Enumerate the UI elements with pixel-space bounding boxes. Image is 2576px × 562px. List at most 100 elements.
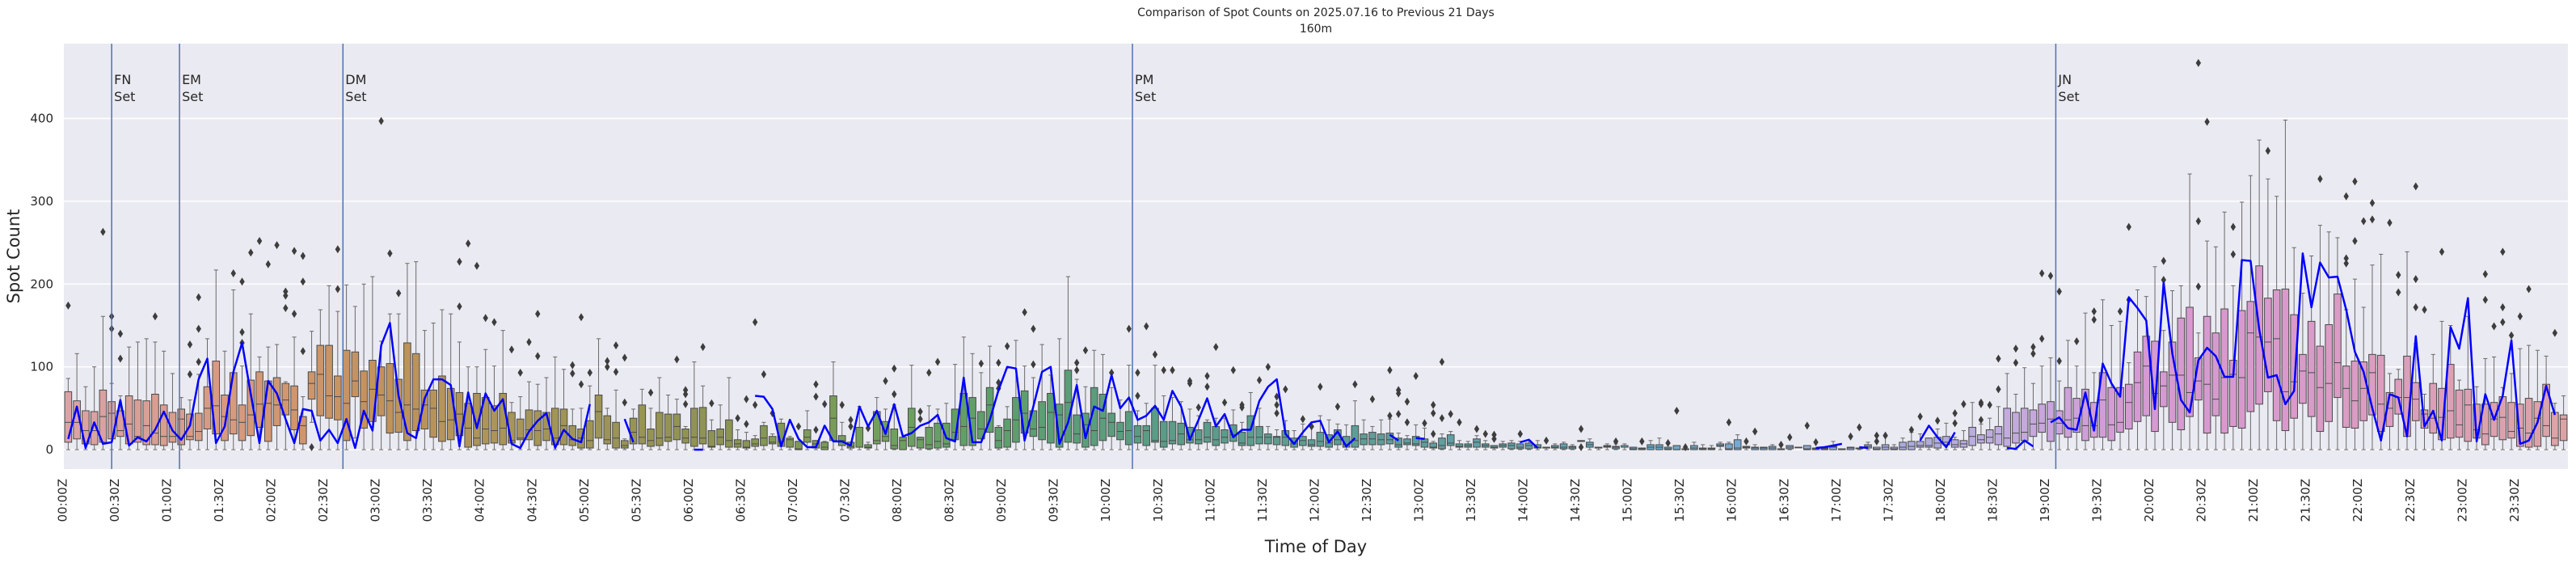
box-body (1064, 370, 1073, 443)
box-body (2368, 353, 2376, 416)
y-tick-label: 100 (30, 360, 53, 374)
outlier-marker (283, 303, 289, 312)
outlier-marker (2056, 357, 2062, 366)
outlier-marker (2126, 222, 2131, 231)
box-body (2334, 294, 2342, 399)
event-label: EM (182, 72, 201, 87)
outlier-marker (2265, 146, 2271, 155)
box-body (768, 436, 777, 445)
box-body (1568, 446, 1577, 450)
box (360, 283, 368, 450)
outlier-marker (1300, 415, 1306, 424)
box (656, 377, 664, 450)
x-tick-label: 08:30Z (942, 479, 957, 522)
box (768, 433, 777, 450)
outlier-marker (2091, 315, 2097, 324)
outlier-marker (2396, 288, 2401, 297)
box (1568, 444, 1577, 450)
outlier-marker (674, 355, 680, 364)
box (1542, 446, 1550, 450)
box-body (1411, 436, 1420, 446)
box (1420, 427, 1429, 450)
outlier-marker (300, 277, 306, 286)
box (1490, 445, 1499, 450)
box-body (977, 411, 985, 440)
box-body (1203, 421, 1212, 443)
outlier-marker (1961, 399, 1967, 408)
y-tick-label: 200 (30, 277, 53, 291)
box-body (656, 412, 664, 446)
outlier-marker (2091, 307, 2097, 316)
outlier-marker (1491, 434, 1497, 443)
box (994, 425, 1003, 450)
box-body (1977, 434, 1985, 444)
box (2142, 296, 2151, 450)
outlier-marker (2500, 302, 2506, 311)
box (516, 396, 525, 450)
box (281, 381, 290, 450)
outlier-marker (1578, 443, 1584, 452)
outlier-marker (1274, 400, 1280, 409)
outlier-marker (395, 289, 402, 298)
box (1959, 430, 1968, 450)
box (1725, 442, 1733, 450)
box-body (1212, 425, 1221, 446)
box-body (925, 426, 934, 450)
box (238, 366, 247, 450)
outlier-marker (1665, 438, 1671, 447)
box-body (307, 371, 316, 400)
x-tick-label: 03:00Z (369, 479, 383, 522)
box-body (1316, 432, 1325, 447)
x-tick-label: 10:00Z (1098, 479, 1113, 522)
box-body (1507, 442, 1516, 450)
box-body (1264, 433, 1272, 445)
outlier-marker (587, 368, 592, 377)
outlier-marker (1952, 419, 1958, 428)
outlier-points (65, 58, 2558, 452)
box (1360, 419, 1368, 450)
outlier-marker (1239, 403, 1245, 412)
outlier-marker (1578, 425, 1584, 433)
box-body (90, 411, 99, 446)
box-body (1133, 425, 1142, 444)
outlier-marker (1283, 385, 1288, 394)
box (1794, 446, 1802, 449)
outlier-marker (535, 352, 541, 361)
x-tick-label: 00:30Z (108, 479, 122, 522)
box (1429, 441, 1438, 450)
outlier-marker (2030, 349, 2036, 358)
box-body (934, 422, 942, 449)
box-body (2411, 382, 2420, 421)
box (1264, 425, 1272, 450)
box-body (1760, 446, 1768, 450)
outlier-marker (2195, 282, 2202, 291)
box-body (1055, 404, 1064, 448)
outlier-marker (152, 312, 158, 321)
y-axis-label: Spot Count (4, 209, 23, 304)
box (64, 378, 73, 450)
box-body (1047, 392, 1055, 444)
outlier-marker (1082, 346, 1089, 355)
box-body (1890, 446, 1899, 450)
x-tick-label: 14:30Z (1568, 479, 1583, 522)
box-body (2359, 361, 2368, 421)
box-body (2124, 383, 2133, 429)
box-body (1098, 393, 1107, 442)
box-body (473, 392, 481, 446)
box (2455, 379, 2464, 450)
box (2290, 247, 2298, 450)
box-body (159, 404, 168, 446)
outlier-marker (378, 116, 384, 125)
x-tick-label: 07:00Z (786, 479, 800, 522)
box-body (299, 416, 307, 445)
outlier-marker (291, 310, 297, 319)
outlier-marker (2482, 270, 2489, 279)
line-segment (1520, 438, 1539, 449)
outlier-marker (1491, 430, 1497, 439)
outlier-marker (239, 327, 245, 336)
outlier-marker (848, 416, 854, 425)
box (438, 309, 446, 450)
box (1107, 387, 1116, 450)
box-body (325, 344, 333, 419)
